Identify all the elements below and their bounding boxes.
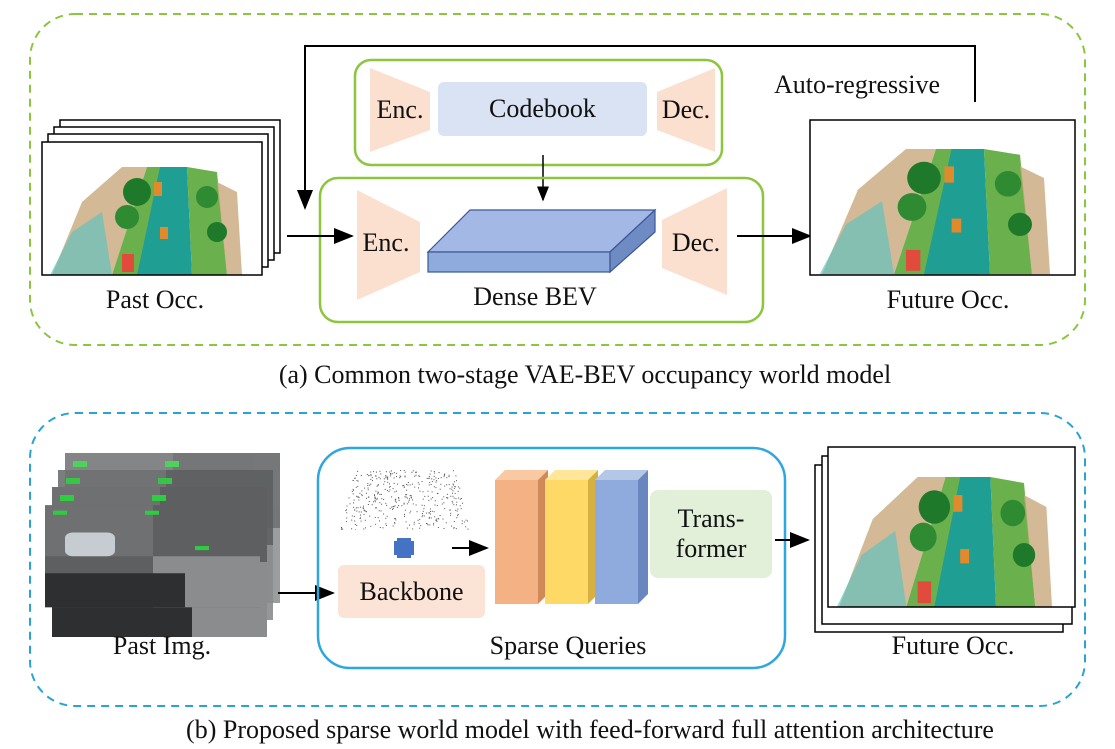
future-occ-label: Future Occ. [886,285,1010,314]
backbone-box: Backbone [338,565,485,618]
dense-bev-label: Dense BEV [473,282,597,311]
past-occ-label: Past Occ. [105,285,205,314]
past-img-stack [45,453,280,637]
caption-b: (b) Proposed sparse world model with fee… [186,715,994,744]
bev-decoder-label: Dec. [671,228,721,257]
vae-box [353,58,724,167]
plus-icon [394,538,414,558]
bev-encoder-label: Enc. [362,228,410,257]
transformer-box: Trans- former [650,490,772,578]
codebook-label: Codebook [489,94,596,124]
codebook-shape [438,82,647,136]
panel-b-border [29,412,1086,707]
future-occ-label-b: Future Occ. [891,631,1015,660]
future-occ-stack-b [814,446,1076,633]
bev-box [318,176,765,324]
point-cloud-image [340,470,470,531]
caption-a: (a) Common two-stage VAE-BEV occupancy w… [278,360,892,389]
panel-a-border [29,13,1086,346]
sparse-queries-box [316,446,787,670]
future-occ-frame [809,119,1076,276]
query-bars [495,470,648,604]
autoregressive-loop-arrow [297,45,976,210]
vae-decoder-shape [657,68,715,152]
vae-encoder-shape [370,68,430,152]
sparse-queries-label: Sparse Queries [489,631,647,660]
autoregressive-label: Auto-regressive [773,70,941,99]
vae-encoder-label: Enc. [376,95,424,124]
past-img-label: Past Img. [112,631,212,660]
past-occ-stack [41,119,281,276]
vae-decoder-label: Dec. [661,95,711,124]
